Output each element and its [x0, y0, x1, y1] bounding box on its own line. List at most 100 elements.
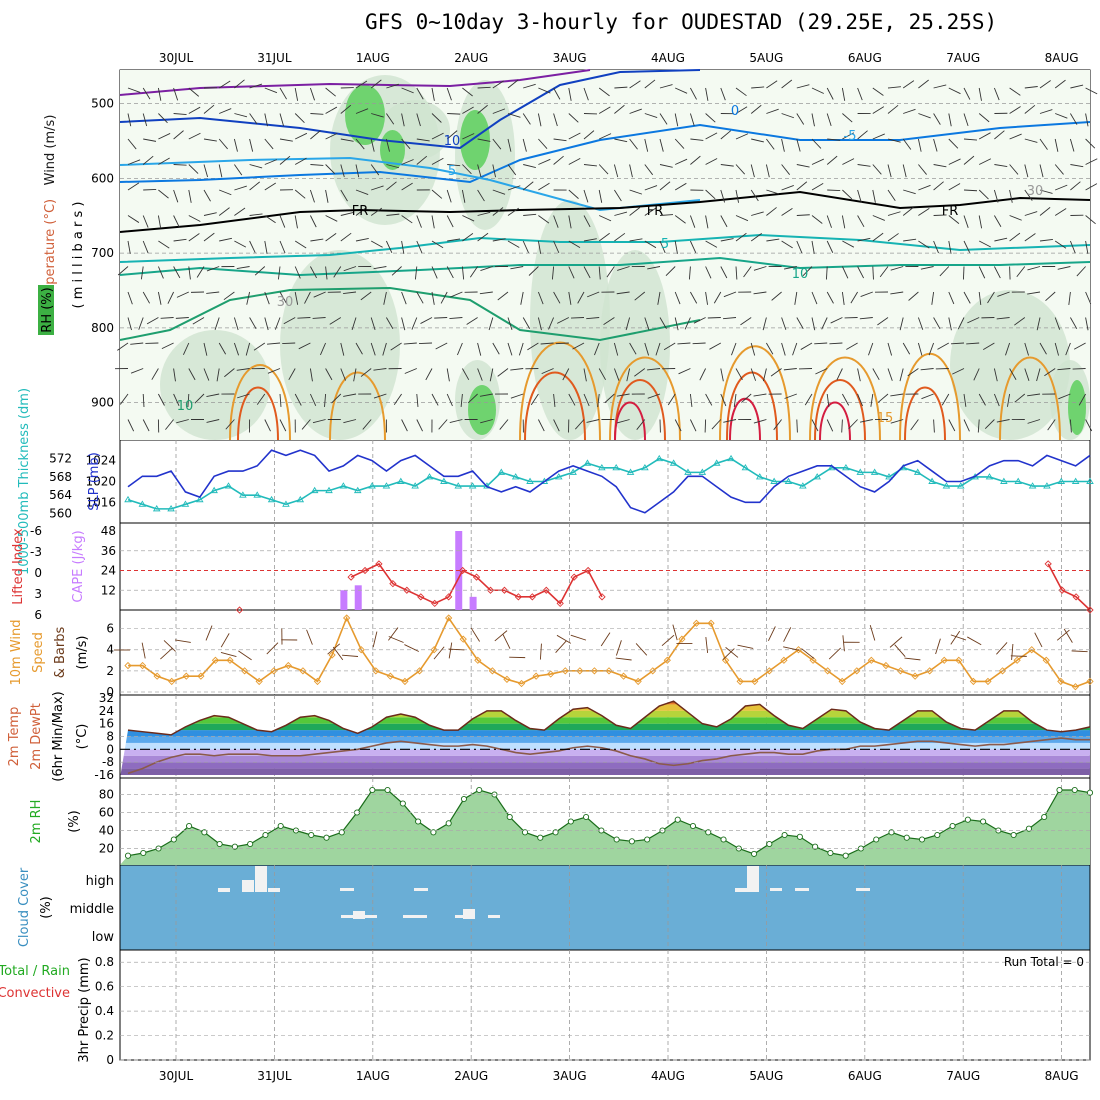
wind10-barb [163, 640, 176, 652]
thickness-point [267, 495, 276, 503]
wind-barb [279, 419, 287, 432]
wind10-point [1042, 656, 1050, 664]
wind-barb [902, 164, 907, 178]
rh2m-point [506, 813, 513, 821]
wind-barb [507, 317, 513, 331]
thickness-point [784, 477, 793, 484]
wind-barb [948, 87, 961, 95]
wind-barb [183, 342, 190, 356]
wind-barb [614, 138, 628, 143]
wind-barb [537, 419, 545, 432]
wind-barb [811, 215, 823, 224]
wind10-barb [950, 634, 967, 641]
wind10-point [765, 667, 773, 675]
rh-shade [600, 250, 670, 440]
wind-barb [142, 87, 151, 100]
wind-barb [690, 87, 697, 100]
wind-barb [127, 291, 133, 305]
wind10-barb [783, 627, 792, 642]
wind-barb [309, 368, 313, 382]
wind-barb [416, 419, 423, 432]
wind-barb [1024, 368, 1030, 381]
profile-ylabel-temp: Temperature (°C) [43, 199, 58, 312]
wind10-barb [205, 625, 213, 641]
li-tick: -6 [30, 524, 42, 538]
wind-barb [950, 342, 965, 345]
wind-barb [457, 342, 463, 356]
wind-barb [753, 393, 767, 397]
wind-barb [173, 368, 176, 382]
thickness-point [210, 486, 218, 494]
thickness-point [727, 454, 735, 462]
wind-barb [188, 233, 200, 242]
wind-barb [370, 317, 376, 331]
wind-barb [1085, 87, 1098, 95]
wind-barb [841, 87, 846, 101]
wind-barb [1068, 291, 1071, 305]
wind-barb [313, 291, 326, 298]
wind-barb [720, 238, 734, 242]
wind-barb [963, 240, 971, 253]
thickness-point [152, 505, 161, 512]
cape-tick: 24 [101, 564, 116, 578]
wind10-point [736, 677, 744, 686]
li-ylabel: Lifted Index [11, 528, 26, 605]
wind-barb [203, 164, 209, 178]
rh2m-point [720, 836, 727, 843]
wind-barb [371, 113, 384, 118]
wind-barb [659, 138, 664, 152]
wind-barb [343, 291, 357, 294]
wind-barb [765, 164, 770, 178]
wind-barb [796, 419, 798, 433]
lifted_index-point [556, 599, 564, 608]
wind-barb [1005, 342, 1011, 356]
wind-barb [390, 342, 402, 351]
wind-barb [659, 240, 666, 254]
wind-barb [401, 291, 407, 305]
wind-tick: 4 [106, 643, 114, 657]
wind-barb [548, 317, 555, 330]
cape-bar [340, 590, 348, 610]
wind-barb [1009, 368, 1017, 381]
wind-barb [370, 207, 383, 216]
wind-barb [233, 342, 240, 356]
thickness-line [127, 457, 1090, 510]
wind-barb [870, 393, 874, 407]
wind10-barb [556, 634, 572, 644]
wind10-barb [372, 631, 378, 648]
wind-barb [360, 291, 372, 301]
wind-barb [1039, 206, 1051, 216]
wind-barb [249, 138, 254, 152]
wind-barb [310, 113, 324, 115]
wind-barb [127, 159, 141, 165]
wind-barb [928, 342, 935, 356]
wind-barb [279, 215, 286, 228]
wind-barb [530, 393, 539, 406]
wind-barb [234, 113, 248, 118]
wind-barb [537, 317, 542, 331]
precip-panel-frame [119, 949, 1091, 1061]
cape-ylabel: CAPE (J/kg) [71, 530, 86, 602]
wind-barb [225, 419, 235, 430]
temp-ylabel_b: 2m DewPt [29, 703, 44, 770]
rh2m-point [644, 836, 651, 843]
wind-barb [583, 215, 591, 228]
wind-barb [249, 240, 256, 253]
rh2m-point [399, 800, 406, 807]
wind-barb [510, 266, 524, 270]
wind-barb [674, 419, 682, 432]
wind-barb [836, 368, 843, 381]
wind-barb [460, 393, 463, 407]
wind-barb [192, 317, 205, 325]
wind-barb [461, 189, 466, 203]
cloud-bar [268, 888, 280, 892]
wind-barb [753, 291, 767, 295]
wind-barb [796, 317, 804, 330]
slp-tick: 1016 [85, 495, 116, 509]
wind10-point [211, 656, 220, 664]
wind10-point [605, 667, 613, 675]
wind-barb [977, 419, 980, 433]
thickness-point [1071, 477, 1080, 484]
lifted_index-point [445, 593, 453, 601]
thickness-point [755, 473, 764, 480]
